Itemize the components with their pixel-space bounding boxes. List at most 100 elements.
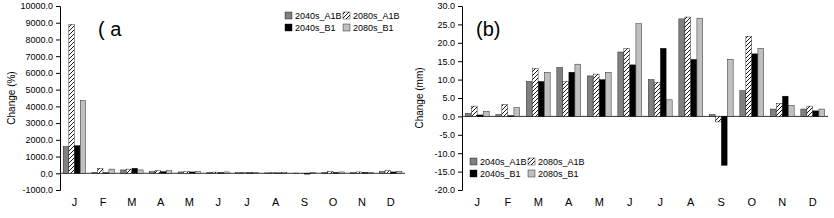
bar	[496, 115, 502, 117]
bar	[98, 168, 103, 173]
x-tick: S	[718, 196, 725, 208]
bar	[339, 172, 344, 173]
bar	[746, 36, 752, 116]
y-tick-mark	[56, 106, 60, 107]
y-tick-mark	[458, 6, 462, 7]
y-tick-mark	[56, 73, 60, 74]
x-tick-label: A	[687, 196, 695, 208]
y-tick: -10.0	[434, 149, 462, 159]
bar	[270, 172, 275, 174]
y-tick: 0.0	[40, 169, 60, 179]
bar	[385, 171, 390, 174]
y-tick-mark	[458, 190, 462, 191]
bar	[782, 96, 788, 116]
bar	[351, 172, 356, 174]
y-tick-label: 3000.0	[25, 118, 53, 128]
x-tick: S	[301, 196, 308, 208]
y-axis-title: Change (%)	[6, 71, 17, 124]
x-tick-label: J	[475, 196, 481, 208]
y-tick: 2000.0	[25, 135, 60, 145]
y-tick: 30.0	[437, 1, 462, 11]
y-tick-label: 4000.0	[25, 102, 53, 112]
bar	[618, 52, 624, 116]
x-axis: JFMAMJJASOND	[475, 196, 817, 208]
bar	[776, 104, 782, 117]
bar	[807, 106, 813, 116]
bar	[178, 172, 183, 173]
bar	[149, 172, 154, 174]
x-tick-label: M	[534, 196, 543, 208]
legend-swatch	[343, 12, 350, 19]
y-tick-mark	[56, 173, 60, 174]
x-tick-label: O	[329, 196, 338, 208]
bar	[544, 72, 550, 116]
legend-entry: 2080s_B1	[343, 23, 394, 33]
y-tick: 8000.0	[25, 35, 60, 45]
bar	[213, 172, 218, 173]
y-tick-mark	[56, 190, 60, 191]
bar	[310, 172, 315, 174]
y-tick-label: 30.0	[437, 1, 455, 11]
y-tick-label: 25.0	[437, 20, 455, 30]
legend-entry: 2040s_B1	[470, 169, 521, 179]
panel-label: ( a	[98, 18, 122, 40]
y-tick: 9000.0	[25, 18, 60, 28]
y-tick-mark	[458, 24, 462, 25]
bar	[709, 115, 715, 117]
y-tick: 6000.0	[25, 68, 60, 78]
x-tick-label: M	[595, 196, 604, 208]
y-tick: 25.0	[437, 20, 462, 30]
figure: -1000.00.01000.02000.03000.04000.05000.0…	[0, 0, 834, 218]
bar	[224, 172, 229, 173]
bar	[483, 111, 489, 116]
bar-series	[80, 101, 402, 174]
bar	[80, 101, 85, 174]
bar	[477, 115, 483, 116]
x-tick-label: S	[301, 196, 308, 208]
bar	[587, 76, 593, 116]
x-tick-label: J	[658, 196, 664, 208]
bar	[624, 48, 630, 116]
bar	[471, 106, 477, 116]
x-tick: M	[127, 196, 136, 208]
bar-series	[63, 147, 385, 174]
y-tick-label: -1000.0	[22, 185, 53, 195]
bar	[63, 147, 68, 174]
bar	[685, 17, 691, 116]
bar	[593, 74, 599, 116]
bar	[281, 172, 286, 174]
y-tick: 7000.0	[25, 52, 60, 62]
bar	[161, 172, 166, 174]
bar	[648, 80, 654, 117]
bar	[138, 170, 143, 173]
legend-entry: 2080s_A1B	[528, 157, 585, 167]
y-tick-label: 0.0	[442, 112, 455, 122]
x-tick-label: N	[358, 196, 366, 208]
legend-swatch	[343, 24, 350, 31]
y-tick-label: 5000.0	[25, 85, 53, 95]
y-tick-mark	[458, 135, 462, 136]
y-tick: 0.0	[442, 112, 462, 122]
x-tick: D	[387, 196, 395, 208]
legend-swatch	[470, 170, 477, 177]
bar	[92, 172, 97, 174]
x-tick-label: M	[127, 196, 136, 208]
bar	[109, 169, 114, 173]
y-tick: 15.0	[437, 57, 462, 67]
y-tick-label: 8000.0	[25, 35, 53, 45]
legend-label: 2080s_A1B	[353, 11, 400, 21]
bar	[569, 72, 575, 116]
x-tick: D	[809, 196, 817, 208]
x-tick: F	[504, 196, 511, 208]
bar	[654, 82, 660, 116]
y-tick-label: -15.0	[434, 167, 455, 177]
y-axis-line	[56, 7, 61, 191]
y-tick-label: -10.0	[434, 149, 455, 159]
bar	[691, 59, 697, 116]
bar	[697, 18, 703, 116]
bar	[247, 172, 252, 174]
legend-entry: 2040s_A1B	[470, 157, 527, 167]
x-tick: O	[329, 196, 338, 208]
bar	[502, 105, 508, 117]
bar	[356, 172, 361, 173]
